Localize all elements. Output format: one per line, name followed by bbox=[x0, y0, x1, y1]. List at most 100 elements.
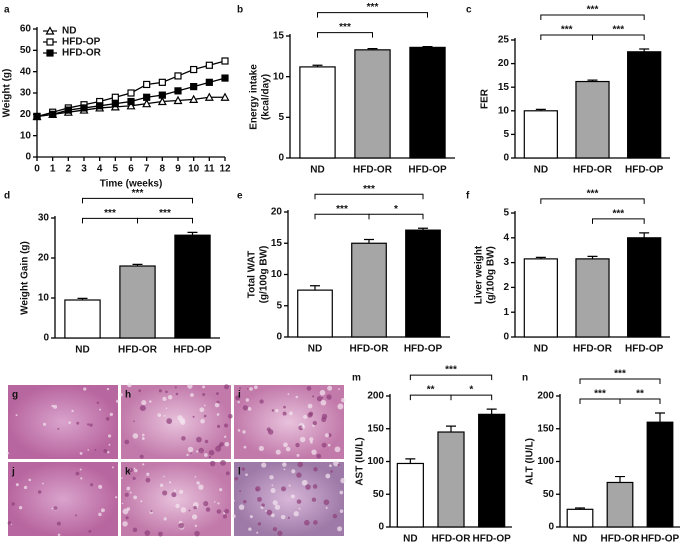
error-bar bbox=[312, 64, 323, 67]
marker bbox=[96, 102, 104, 110]
tissue-texture bbox=[158, 389, 162, 393]
y-tick-label: 2 bbox=[503, 282, 509, 293]
tissue-texture bbox=[255, 486, 261, 492]
significance-bracket bbox=[82, 217, 138, 224]
tissue-texture bbox=[233, 499, 235, 502]
x-tick-label: ND bbox=[534, 344, 548, 355]
y-tick-label: 50 bbox=[543, 489, 555, 500]
y-tick-label: 5 bbox=[276, 300, 282, 311]
image-label: j bbox=[11, 467, 15, 478]
tissue-texture bbox=[75, 471, 80, 476]
marker bbox=[111, 100, 119, 108]
tissue-texture bbox=[83, 387, 87, 391]
significance-label: *** bbox=[594, 389, 606, 400]
tissue-texture bbox=[163, 414, 166, 417]
tissue-texture bbox=[132, 433, 139, 439]
tissue-texture bbox=[329, 464, 332, 468]
significance-label: ** bbox=[427, 385, 435, 396]
x-tick-label: 0 bbox=[34, 164, 40, 175]
tissue-texture bbox=[187, 383, 193, 389]
tissue-texture bbox=[56, 521, 61, 526]
y-tick-label: 5 bbox=[503, 208, 509, 219]
tissue-texture bbox=[53, 506, 58, 510]
significance-bracket bbox=[82, 197, 193, 204]
marker bbox=[127, 97, 135, 106]
tissue-texture bbox=[171, 492, 177, 498]
tissue-texture bbox=[121, 477, 123, 479]
tissue-texture bbox=[133, 467, 136, 470]
tissue-texture bbox=[303, 414, 308, 419]
y-tick-label: 150 bbox=[537, 423, 554, 434]
significance-label: *** bbox=[587, 188, 599, 199]
x-tick-label: 9 bbox=[175, 164, 181, 175]
tissue-texture bbox=[339, 509, 344, 513]
tissue-texture bbox=[37, 490, 42, 494]
tissue-texture bbox=[333, 460, 339, 467]
tissue-texture bbox=[191, 514, 198, 520]
y-tick-label: 10 bbox=[273, 71, 285, 82]
x-tick-label: HFD-OR bbox=[432, 534, 472, 545]
bar bbox=[478, 413, 506, 528]
significance-label: *** bbox=[587, 5, 599, 16]
tissue-texture bbox=[139, 405, 146, 412]
panel-letter: b bbox=[237, 5, 243, 16]
tissue-texture bbox=[301, 425, 306, 429]
x-tick-label: 6 bbox=[128, 164, 134, 175]
tissue-texture bbox=[43, 422, 47, 426]
y-tick-label: 20 bbox=[498, 58, 510, 69]
y-tick-label: 30 bbox=[20, 88, 32, 99]
x-tick-label: 2 bbox=[66, 164, 72, 175]
x-tick-label: ND bbox=[308, 344, 322, 355]
tissue-texture bbox=[313, 467, 318, 472]
tissue-texture bbox=[216, 413, 220, 416]
tissue-texture bbox=[96, 401, 100, 405]
significance-bracket bbox=[579, 398, 621, 405]
tissue-texture bbox=[179, 489, 184, 495]
tissue-texture bbox=[163, 475, 165, 478]
tissue-texture bbox=[249, 515, 253, 519]
y-tick-label: 50 bbox=[20, 45, 32, 56]
tissue-texture bbox=[138, 389, 142, 393]
marker bbox=[158, 91, 166, 99]
marker bbox=[127, 89, 135, 97]
y-axis-label: AST (IU/L) bbox=[355, 437, 366, 485]
y-tick-label: 10 bbox=[38, 293, 50, 304]
tissue-texture bbox=[269, 475, 274, 480]
x-tick-label: 5 bbox=[113, 164, 119, 175]
tissue-texture bbox=[204, 439, 209, 444]
significance-label: *** bbox=[561, 25, 573, 36]
tissue-texture bbox=[168, 481, 172, 484]
significance-bracket bbox=[314, 213, 370, 220]
bar bbox=[174, 234, 211, 339]
tissue-texture bbox=[192, 415, 195, 418]
significance-label: *** bbox=[132, 188, 144, 199]
error-bar bbox=[132, 263, 143, 266]
tissue-texture bbox=[298, 507, 301, 510]
significance-bracket bbox=[450, 394, 493, 401]
marker bbox=[142, 98, 152, 108]
y-axis-label: Weight (g) bbox=[2, 69, 13, 118]
y-tick-label: 20 bbox=[271, 207, 283, 218]
tissue-texture bbox=[220, 459, 226, 466]
tissue-texture bbox=[7, 521, 12, 525]
tissue-texture bbox=[132, 527, 138, 533]
error-bar bbox=[364, 238, 374, 244]
tissue-texture bbox=[319, 389, 326, 396]
tissue-texture bbox=[296, 453, 300, 457]
tissue-texture bbox=[71, 409, 74, 413]
y-tick-label: 0 bbox=[548, 522, 554, 533]
error-bar bbox=[486, 408, 497, 415]
significance-label: * bbox=[469, 385, 473, 396]
marker bbox=[143, 80, 151, 89]
x-tick-label: HFD-OP bbox=[173, 345, 212, 356]
significance-bracket bbox=[409, 374, 493, 381]
tissue-texture bbox=[79, 451, 83, 455]
tissue-texture bbox=[321, 442, 327, 448]
tissue-texture bbox=[175, 392, 179, 396]
y-tick-label: 0 bbox=[503, 153, 509, 164]
tissue-texture bbox=[90, 483, 94, 487]
tissue-texture bbox=[285, 446, 291, 452]
marker bbox=[80, 104, 88, 112]
tissue-texture bbox=[177, 415, 183, 421]
tissue-texture bbox=[301, 479, 308, 486]
